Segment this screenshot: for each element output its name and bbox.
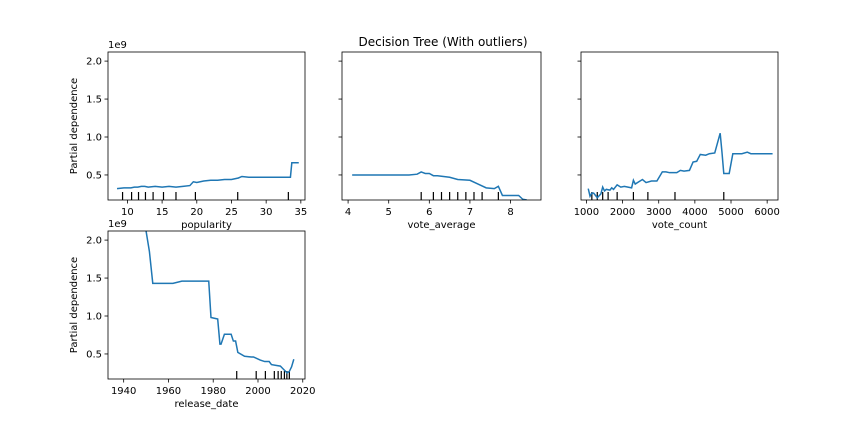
x-tick-label: 8 [507,207,513,218]
y-offset-label: 1e9 [108,219,127,230]
y-tick-label: 1.0 [86,133,102,144]
axes-frame [107,230,306,380]
x-axis-label: vote_average [407,220,475,231]
x-tick-label: 25 [225,207,238,218]
x-tick-label: 30 [260,207,273,218]
y-tick-label: 1.5 [86,95,102,106]
x-tick-label: 15 [156,207,169,218]
x-tick-label: 2000 [610,207,635,218]
x-tick-label: 5000 [718,207,743,218]
x-tick-label: 35 [294,207,307,218]
x-tick-label: 4 [345,207,351,218]
y-tick-label: 1.0 [86,312,102,323]
x-tick-label: 2000 [245,386,270,397]
axes-frame [107,51,306,201]
x-tick-label: 1980 [200,386,225,397]
x-axis-label: vote_count [652,220,707,231]
y-axis-label: Partial dependence [69,257,80,353]
plots-container: 10 15 20 25 30 35 0.5 1.0 1.5 2.0 1e9 popularity Par… [69,40,780,410]
subplot-release-date: 1940 1960 1980 2000 2020 0.5 1.0 1.5 2.0 1e9 relea… [69,219,315,410]
pd-line [116,162,299,190]
y-axis-label: Partial dependence [69,78,80,174]
y-tick-label: 2.0 [86,57,102,68]
figure-title: Decision Tree (With outliers) [358,35,527,49]
y-tick-label: 1.5 [86,274,102,285]
x-tick-label: 1960 [156,386,181,397]
subplot-vote-count: 1000 2000 3000 4000 5000 6000 vote_count [574,51,780,231]
y-tick-label: 2.0 [86,236,102,247]
y-tick-label: 0.5 [86,349,102,360]
x-tick-label: 1940 [111,386,136,397]
subplot-popularity: 10 15 20 25 30 35 0.5 1.0 1.5 2.0 1e9 popularity Par… [69,40,307,231]
x-tick-label: 20 [190,207,203,218]
x-tick-label: 2020 [290,386,315,397]
y-offset-label: 1e9 [108,40,127,51]
x-tick-label: 6000 [754,207,779,218]
axes-frame [580,51,779,201]
x-tick-label: 6 [426,207,432,218]
y-tick-label: 0.5 [86,170,102,181]
x-tick-label: 7 [467,207,473,218]
x-tick-label: 3000 [646,207,671,218]
x-axis-label: release_date [174,399,238,410]
pd-line [145,231,295,374]
axes-frame [341,51,542,201]
subplot-vote-average: 4 5 6 7 8 vote_average [338,51,542,231]
x-tick-label: 5 [386,207,392,218]
x-tick-label: 10 [121,207,134,218]
x-tick-label: 4000 [682,207,707,218]
pd-line [587,133,773,199]
pd-line [352,171,527,200]
x-axis-label: popularity [181,220,232,231]
x-tick-label: 1000 [574,207,599,218]
